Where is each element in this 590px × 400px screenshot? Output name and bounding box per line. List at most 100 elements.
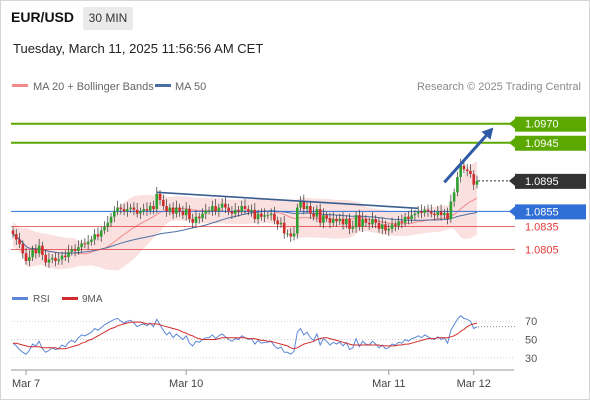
candle (224, 196, 227, 213)
ma20-legend-swatch (12, 84, 28, 87)
candle-body (354, 215, 358, 228)
candle-body (106, 222, 110, 227)
candle-body (429, 211, 433, 214)
candle-body (286, 233, 289, 235)
candle-body (171, 207, 175, 214)
candle-body (302, 201, 306, 210)
rsi-ma-line (13, 321, 478, 350)
candle (155, 186, 159, 213)
candle-body (135, 209, 139, 214)
candle-body (322, 215, 325, 223)
level-box-1.0970 (515, 116, 586, 132)
candle-body (60, 255, 64, 260)
bollinger-band (13, 161, 477, 271)
candle (106, 215, 110, 232)
candle-body (109, 216, 113, 223)
candle (63, 250, 67, 261)
candle-body (11, 230, 15, 235)
candle-body (423, 209, 427, 213)
candle-body (31, 249, 34, 258)
candle (230, 206, 234, 219)
candle-body (96, 234, 100, 237)
candle-body (452, 192, 456, 202)
timeframe-badge[interactable]: 30 MIN (83, 7, 133, 30)
candle-body (361, 219, 364, 227)
candle-body (211, 206, 214, 211)
candle-body (99, 230, 103, 237)
candle (109, 212, 113, 227)
candle (384, 220, 387, 235)
candle-body (240, 206, 244, 212)
candle-body (256, 213, 260, 219)
candle-body (348, 219, 351, 229)
level-box-pointer-1.0895 (509, 175, 515, 186)
candle-body (387, 228, 391, 231)
ma20-legend-label: MA 20 + Bollinger Bands (33, 81, 154, 93)
timestamp: Tuesday, March 11, 2025 11:56:56 AM CET (13, 41, 264, 56)
candle-body (217, 207, 221, 212)
candle-body (269, 213, 273, 216)
candle (341, 212, 345, 230)
candle (390, 217, 394, 233)
candle-body (24, 253, 28, 261)
candle (77, 240, 80, 255)
candle-body (119, 207, 123, 210)
candle (152, 200, 155, 215)
x-tick-label: Mar 12 (457, 378, 491, 390)
candle-body (67, 251, 70, 258)
candle (50, 254, 54, 264)
candle-body (233, 209, 237, 214)
candle (302, 194, 306, 215)
candle-body (21, 244, 25, 254)
candle-body (273, 213, 276, 221)
candle-body (83, 243, 87, 245)
candle-body (224, 203, 227, 208)
candle-body (93, 234, 96, 240)
level-box-pointer-1.0945 (509, 137, 515, 148)
candle (413, 209, 417, 221)
candle (250, 204, 253, 217)
candle-body (34, 249, 38, 254)
candle (397, 215, 400, 230)
candle (380, 217, 384, 235)
candle-body (132, 207, 136, 210)
candle-body (116, 207, 119, 212)
candle-body (237, 209, 240, 212)
candle-body (276, 220, 279, 225)
candle-body (446, 212, 449, 219)
candle-body (73, 249, 77, 252)
candle-body (305, 206, 309, 210)
candle-body (230, 211, 234, 214)
candle-body (328, 218, 332, 223)
candle (246, 205, 250, 216)
candle (299, 196, 302, 212)
candle-body (263, 215, 266, 217)
candle (103, 221, 106, 235)
candle (116, 200, 119, 216)
candle-body (155, 193, 159, 210)
candle (263, 208, 266, 223)
candle (90, 235, 93, 246)
candle-body (57, 259, 61, 261)
ma50-legend-label: MA 50 (175, 81, 206, 93)
candle (148, 202, 152, 215)
candle-body (18, 239, 21, 245)
rsi-ma-legend-label: 9MA (82, 294, 103, 305)
x-tick-label: Mar 7 (12, 378, 40, 390)
candle (452, 188, 456, 207)
candle (318, 203, 322, 227)
forecast-arrow-shaft (443, 134, 488, 184)
candle-body (168, 207, 172, 212)
candle (433, 209, 436, 221)
candle-body (77, 247, 80, 252)
candle (282, 215, 286, 239)
candle (361, 212, 364, 232)
candle-body (204, 210, 208, 214)
candle-body (145, 209, 149, 211)
candle (214, 199, 217, 216)
level-box-1.0855 (515, 204, 586, 220)
candle-body (175, 207, 178, 214)
candle-body (351, 227, 355, 229)
candle-body (367, 222, 371, 225)
